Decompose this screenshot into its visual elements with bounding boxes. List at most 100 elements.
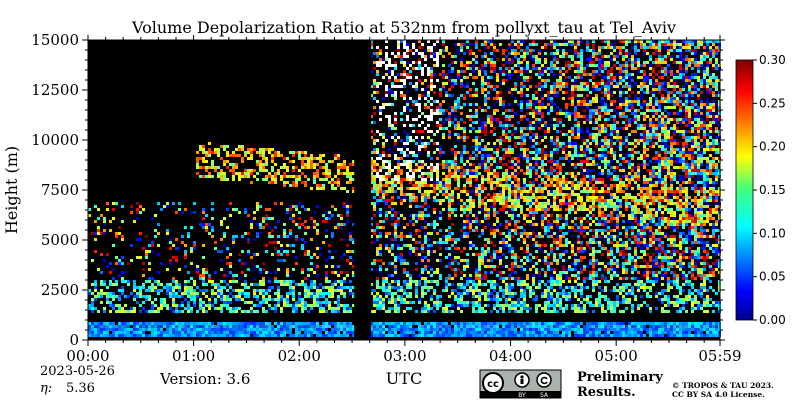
depol-cell — [442, 166, 445, 169]
depol-cell — [466, 172, 469, 175]
depol-cell — [460, 160, 463, 163]
depol-cell — [481, 163, 484, 166]
depol-cell — [385, 184, 388, 187]
depol-cell — [370, 325, 373, 328]
depol-cell — [400, 55, 403, 58]
depol-cell — [433, 304, 436, 307]
depol-cell — [511, 322, 514, 325]
depol-cell — [520, 310, 523, 313]
depol-cell — [484, 94, 487, 97]
depol-cell — [211, 325, 214, 328]
depol-cell — [487, 211, 490, 214]
depol-cell — [262, 307, 265, 310]
depol-cell — [379, 211, 382, 214]
depol-cell — [532, 283, 535, 286]
depol-cell — [517, 226, 520, 229]
depol-cell — [487, 106, 490, 109]
depol-cell — [505, 124, 508, 127]
depol-cell — [493, 46, 496, 49]
depol-cell — [508, 154, 511, 157]
depol-cell — [220, 250, 223, 253]
depol-cell — [415, 322, 418, 325]
depol-cell — [493, 160, 496, 163]
depol-cell — [199, 304, 202, 307]
depol-cell — [493, 232, 496, 235]
depol-cell — [517, 265, 520, 268]
depol-cell — [553, 88, 556, 91]
depol-cell — [526, 127, 529, 130]
depol-cell — [397, 256, 400, 259]
depol-cell — [505, 163, 508, 166]
depol-cell — [310, 262, 313, 265]
depol-cell — [496, 265, 499, 268]
depol-cell — [385, 181, 388, 184]
depol-cell — [196, 322, 199, 325]
depol-cell — [466, 322, 469, 325]
depol-cell — [343, 334, 346, 337]
depol-cell — [379, 244, 382, 247]
depol-cell — [391, 253, 394, 256]
depol-cell — [553, 145, 556, 148]
depol-cell — [304, 307, 307, 310]
depol-cell — [304, 175, 307, 178]
depol-cell — [265, 178, 268, 181]
depol-cell — [529, 196, 532, 199]
depol-cell — [298, 217, 301, 220]
depol-cell — [241, 175, 244, 178]
depol-cell — [451, 151, 454, 154]
depol-cell — [451, 121, 454, 124]
depol-cell — [451, 190, 454, 193]
depol-cell — [526, 166, 529, 169]
depol-cell — [136, 202, 139, 205]
depol-cell — [166, 232, 169, 235]
depol-cell — [397, 304, 400, 307]
depol-cell — [184, 289, 187, 292]
depol-cell — [490, 43, 493, 46]
depol-cell — [319, 301, 322, 304]
depol-cell — [487, 154, 490, 157]
depol-cell — [373, 214, 376, 217]
depol-cell — [265, 331, 268, 334]
depol-cell — [325, 301, 328, 304]
depol-cell — [478, 322, 481, 325]
depol-cell — [502, 280, 505, 283]
depol-cell — [148, 262, 151, 265]
depol-cell — [457, 283, 460, 286]
depol-cell — [490, 229, 493, 232]
depol-cell — [442, 235, 445, 238]
depol-cell — [202, 325, 205, 328]
depol-cell — [412, 169, 415, 172]
depol-cell — [541, 331, 544, 334]
depol-cell — [466, 328, 469, 331]
depol-cell — [247, 175, 250, 178]
depol-cell — [211, 334, 214, 337]
depol-cell — [448, 118, 451, 121]
depol-cell — [508, 214, 511, 217]
depol-cell — [211, 175, 214, 178]
depol-cell — [301, 160, 304, 163]
depol-cell — [493, 208, 496, 211]
depol-cell — [274, 151, 277, 154]
depol-cell — [352, 250, 355, 253]
depol-cell — [139, 325, 142, 328]
depol-cell — [490, 292, 493, 295]
depol-cell — [127, 280, 130, 283]
depol-cell — [499, 262, 502, 265]
depol-cell — [430, 328, 433, 331]
depol-cell — [454, 334, 457, 337]
depol-cell — [292, 334, 295, 337]
depol-cell — [550, 172, 553, 175]
depol-cell — [502, 49, 505, 52]
depol-cell — [328, 280, 331, 283]
depol-cell — [172, 292, 175, 295]
depol-cell — [487, 76, 490, 79]
depol-cell — [328, 214, 331, 217]
depol-cell — [532, 97, 535, 100]
depol-cell — [289, 283, 292, 286]
depol-cell — [517, 190, 520, 193]
depol-cell — [289, 175, 292, 178]
depol-cell — [499, 142, 502, 145]
depol-cell — [379, 190, 382, 193]
depol-cell — [478, 190, 481, 193]
depol-cell — [406, 175, 409, 178]
